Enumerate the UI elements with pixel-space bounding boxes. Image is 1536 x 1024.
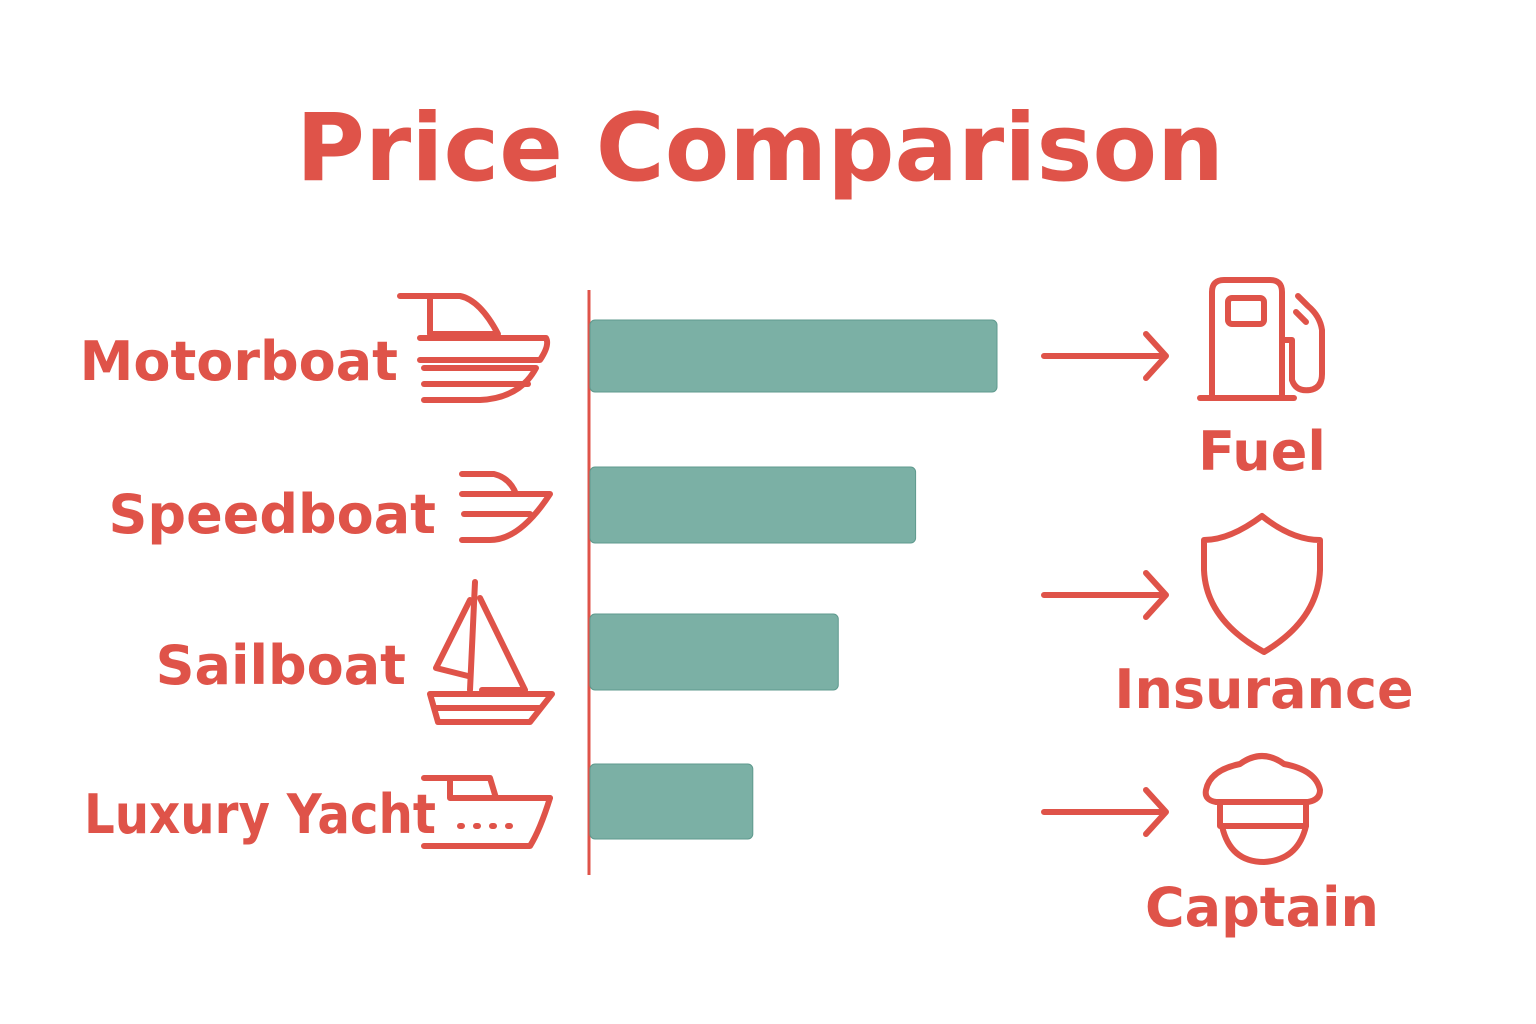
category-label: Sailboat <box>156 634 406 697</box>
captain-hat-icon <box>1202 753 1323 865</box>
category-label: Luxury Yacht <box>84 783 436 846</box>
shield-icon <box>1201 513 1323 655</box>
category-label: Speedboat <box>109 483 436 546</box>
category-label: Motorboat <box>80 330 398 393</box>
cost-label-insurance: Insurance <box>1114 658 1413 721</box>
fuel-pump-icon <box>1197 277 1325 401</box>
cost-label-fuel: Fuel <box>1198 420 1326 483</box>
bar-speedboat <box>589 466 917 544</box>
sailboat-icon <box>427 579 555 725</box>
chart-title: Price Comparison <box>296 94 1224 203</box>
bars <box>589 319 998 840</box>
bar-luxury-yacht <box>589 763 754 840</box>
motorboat-icon <box>397 293 551 403</box>
yacht-icon <box>421 775 553 849</box>
cost-label-captain: Captain <box>1145 876 1379 939</box>
bar-motorboat <box>589 319 998 393</box>
bar-sailboat <box>589 613 839 691</box>
arrow-icon <box>1041 570 1169 620</box>
arrow-icon <box>1041 787 1169 837</box>
speedboat-icon <box>459 471 553 543</box>
arrow-icon <box>1041 331 1169 381</box>
